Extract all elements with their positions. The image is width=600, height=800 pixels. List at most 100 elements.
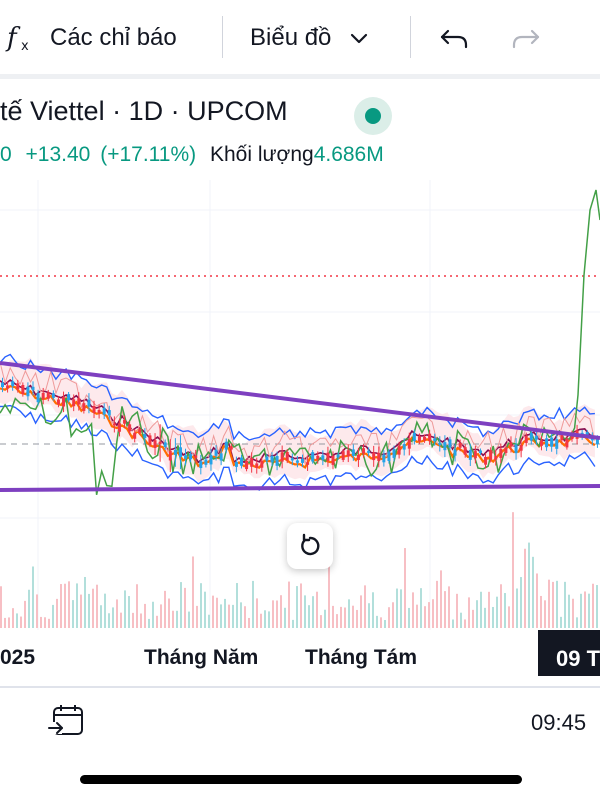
volume-bar [244,606,246,628]
volume-bar [436,580,438,628]
candle-body [107,410,111,416]
volume-bar [168,598,170,628]
candle-body [311,452,315,462]
candle-body [463,447,467,455]
candle-body [433,438,437,442]
candle-body [31,386,35,391]
candle-body [473,451,477,459]
candle-body [362,448,366,454]
candle-body [534,436,538,440]
candle-body [478,450,482,454]
volume-bar [368,603,370,628]
volume-bar [548,579,550,628]
volume-bar [432,599,434,628]
volume-bar [488,591,490,628]
volume-bar [384,619,386,628]
session-time[interactable]: 09:45 [531,710,587,735]
axis-divider [0,686,600,688]
redo-button[interactable] [510,22,542,54]
volume-bar [236,583,238,628]
volume-bar [212,595,214,628]
market-status-badge[interactable] [354,97,392,135]
volume-bar [56,598,58,628]
refresh-icon [301,533,320,556]
candle-body [87,399,91,407]
candle-body [265,456,269,461]
volume-bar [472,609,474,628]
candle-body [117,423,121,432]
volume-bar [348,599,350,628]
candle-body [163,442,167,448]
candle-body [448,439,452,448]
bollinger-upper-line [0,353,595,441]
chevron-down-icon [351,33,368,44]
undo-icon [440,29,468,49]
volume-bar [568,594,570,628]
candle-body [392,449,396,458]
volume-bar [160,604,162,628]
symbol-title[interactable]: tế Viettel · 1D · UPCOM [0,96,288,126]
volume-bar [144,603,146,628]
candle-body [301,458,304,463]
volume-bar [304,595,306,628]
candle-body [123,419,127,424]
candle-body [402,444,406,450]
redo-icon [512,29,540,49]
market-open-dot [365,108,381,124]
function-fx-icon: f x [5,23,29,54]
toolbar-divider [410,16,411,58]
price-chart[interactable] [0,180,600,630]
volume-bar [416,604,418,628]
volume-bar [140,613,142,628]
candle-body [72,399,76,407]
indicators-button[interactable]: f x Các chỉ báo [4,22,177,54]
candle-body [499,448,503,458]
volume-bar [116,599,118,628]
volume-bar [464,619,466,628]
volume-bar [112,607,114,628]
candle-body [423,436,427,441]
volume-bar [188,611,190,628]
candle-body [428,433,432,441]
volume-bar [316,591,318,628]
undo-button[interactable] [438,22,470,54]
volume-bar [476,600,478,628]
volume-bar [148,618,150,628]
volume-bar [60,584,62,628]
candle-body [412,432,416,442]
volume-bar [224,598,226,628]
candle-body [560,434,564,441]
volume-bar [300,583,302,628]
candle-body [255,463,259,468]
go-to-date-button[interactable] [46,702,86,742]
candle-body [178,447,182,457]
candle-body [458,443,462,448]
candle-body [545,438,549,448]
candle-body [417,436,421,442]
ichimoku-cloud [0,357,595,483]
volume-bar [320,615,322,628]
volume-bar [4,617,6,628]
volume-bar [456,593,458,628]
volume-bar [200,583,202,628]
volume-bar [36,594,38,628]
candle-body [514,444,518,454]
volume-bar [96,584,98,628]
volume-bar [252,580,254,628]
volume-bar [284,607,286,628]
volume-bar [496,596,498,628]
time-axis-label: 025 [0,646,36,669]
volume-bar [40,616,42,628]
volume-bar [196,605,198,628]
volume-bar [564,581,566,628]
time-axis[interactable]: 025 Tháng Năm Tháng Tám 09 T [0,630,600,686]
volume-bar [48,618,50,628]
candle-body [219,453,223,461]
chart-type-dropdown[interactable]: Biểu đồ [250,22,371,54]
candle-body [519,445,523,451]
candle-body [36,393,40,403]
volume-bar [44,617,46,628]
candle-body [26,386,30,397]
candle-body [509,442,513,447]
reset-chart-button[interactable] [287,523,333,569]
